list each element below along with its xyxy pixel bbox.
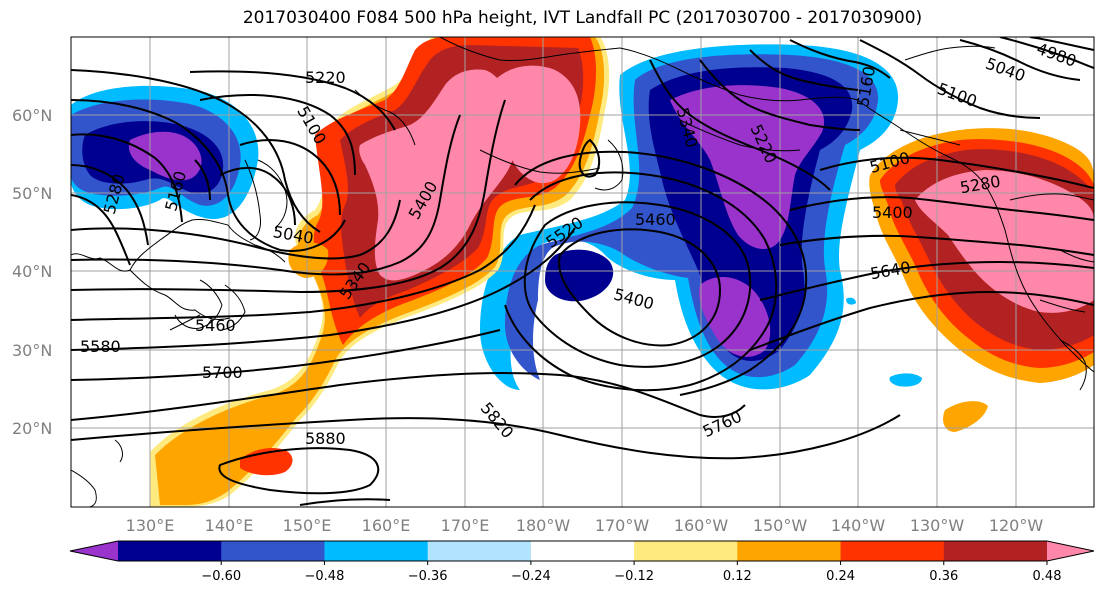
graticule (71, 37, 1094, 507)
lon-label: 160°E (362, 516, 411, 535)
lon-label: 170°E (441, 516, 490, 535)
contour-label: 5460 (635, 210, 676, 229)
colorbar-tick-label: 0.24 (826, 569, 855, 584)
colorbar-tick-label: −0.24 (511, 569, 551, 584)
lon-label: 130°W (910, 516, 965, 535)
lon-label: 170°W (595, 516, 650, 535)
colorbar-segment (118, 541, 222, 561)
lon-label: 130°E (126, 516, 175, 535)
contour-label: 5880 (305, 429, 346, 448)
longitude-labels: 130°E 140°E 150°E 160°E 170°E 180°W 170°… (126, 516, 1044, 535)
map-frame (70, 36, 1095, 508)
colorbar-tick-label: −0.36 (408, 569, 448, 584)
lat-label-20n: 20°N (12, 419, 52, 438)
colorbar-tick-label: 0.36 (929, 569, 958, 584)
positive-anomaly-northeast-pacific (869, 128, 1094, 432)
lat-label-30n: 30°N (12, 341, 52, 360)
colorbar-segment (634, 541, 738, 561)
colorbar: −0.60 −0.48 −0.36 −0.24 −0.12 0.12 0.24 0.36 0.4… (69, 540, 1095, 584)
colorbar-segment (530, 541, 635, 561)
contour-label: 5700 (202, 363, 243, 382)
lon-label: 150°E (283, 516, 332, 535)
contour-label: 5220 (305, 68, 346, 87)
map-area: 5220 5100 5280 5160 5040 5400 5340 5460 … (71, 37, 1094, 507)
colorbar-segment (943, 541, 1048, 561)
lon-label: 180°W (516, 516, 571, 535)
colorbar-segment (324, 541, 429, 561)
lat-label-50n: 50°N (12, 184, 52, 203)
contour-label: 5580 (80, 337, 121, 356)
lon-label: 140°W (831, 516, 886, 535)
contour-label: 5460 (195, 316, 236, 335)
lon-label: 150°W (753, 516, 808, 535)
colorbar-tick-label: 0.12 (723, 569, 752, 584)
contour-label: 5400 (872, 203, 913, 222)
colorbar-tick-label: −0.12 (614, 569, 654, 584)
colorbar-tick-label: −0.60 (201, 569, 241, 584)
colorbar-extend-high (1047, 541, 1094, 561)
colorbar-outline (69, 540, 1095, 562)
lon-label: 140°E (205, 516, 254, 535)
colorbar-segment (427, 541, 532, 561)
negative-anomaly-central-pacific (480, 44, 922, 390)
colorbar-tick-label: −0.48 (305, 569, 345, 584)
colorbar-extend-low (70, 541, 118, 561)
colorbar-segment (840, 541, 945, 561)
colorbar-tick-label: 0.48 (1033, 569, 1062, 584)
map-title: 2017030400 F084 500 hPa height, IVT Land… (242, 8, 923, 28)
height-contours (71, 37, 1094, 506)
lon-label: 120°W (989, 516, 1044, 535)
latitude-labels: 60°N 50°N 40°N 30°N 20°N (12, 106, 52, 438)
colorbar-segment (737, 541, 842, 561)
lon-label: 160°W (674, 516, 729, 535)
lat-label-60n: 60°N (12, 106, 52, 125)
lat-label-40n: 40°N (12, 262, 52, 281)
colorbar-segment (221, 541, 325, 561)
